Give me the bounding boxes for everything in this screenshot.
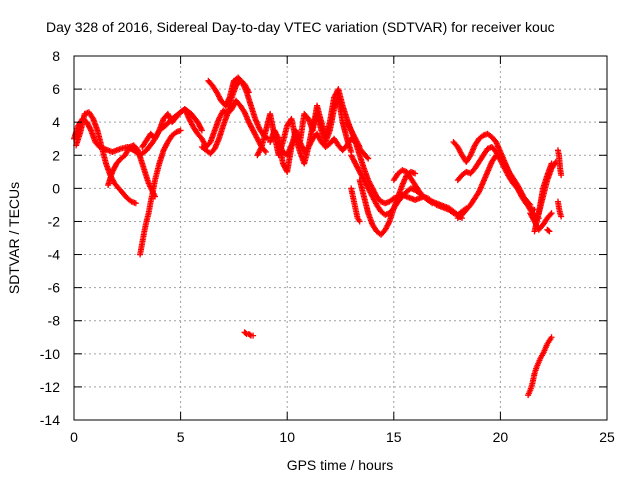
data-point-trail (242, 330, 249, 337)
data-point-trail (545, 227, 552, 234)
data-point (250, 332, 257, 339)
x-tick-label: 5 (177, 429, 185, 445)
data-point-trail (547, 211, 554, 218)
data-series-arc-d (137, 127, 184, 258)
x-tick-label: 15 (386, 429, 402, 445)
y-tick-label: -6 (48, 280, 61, 296)
x-tick-label: 10 (279, 429, 295, 445)
data-point (356, 218, 363, 225)
data-series-arc-h (241, 329, 257, 339)
plot-frame (73, 55, 608, 421)
data-point (546, 228, 553, 235)
y-tick-label: -10 (40, 346, 60, 362)
data-series-arc-n (356, 168, 419, 238)
data-series-arc-v (535, 158, 559, 217)
y-tick-label: 2 (52, 147, 60, 163)
data-point (245, 89, 252, 96)
y-tick-label: -4 (48, 247, 61, 263)
data-point (548, 210, 555, 217)
y-tick-label: -14 (40, 412, 60, 428)
data-series-arc-w (554, 147, 565, 179)
x-tick-label: 25 (599, 429, 615, 445)
data-point (365, 155, 372, 162)
x-tick-label: 20 (493, 429, 509, 445)
y-tick-label: -12 (40, 379, 60, 395)
data-series-arc-x (554, 198, 565, 220)
data-layer (71, 74, 565, 399)
data-point (198, 127, 205, 134)
data-point-trail (364, 154, 371, 161)
data-point (548, 334, 555, 341)
y-tick-label: -2 (48, 213, 61, 229)
y-tick-label: 6 (52, 81, 60, 97)
data-series-arc-s (454, 152, 542, 222)
data-series-arc-z (525, 334, 555, 399)
x-axis-label: GPS time / hours (287, 457, 394, 473)
data-point (558, 213, 565, 220)
x-tick-label: 0 (70, 429, 78, 445)
data-point-trail (246, 331, 253, 338)
data-point (558, 172, 565, 179)
data-series-arc-y (544, 226, 553, 235)
y-axis-label: SDTVAR / TECUs (6, 182, 22, 294)
data-series-arc-g (198, 77, 252, 157)
data-point (177, 127, 184, 134)
y-tick-label: 8 (52, 48, 60, 64)
data-point (262, 148, 269, 155)
data-series-arc-o (390, 167, 466, 222)
data-point (412, 170, 419, 177)
y-tick-label: -8 (48, 313, 61, 329)
y-tick-label: 0 (52, 180, 60, 196)
data-point (132, 200, 139, 207)
data-series-arc-k (275, 130, 372, 162)
data-series-arc-c (105, 142, 159, 200)
tick-layer: 0 5 10 15 20 25 -14 -12 -10 -8 -6 -4 -2 0 2 4 6 8 (40, 48, 615, 445)
data-point-trail (261, 147, 268, 154)
y-tick-label: 4 (52, 114, 60, 130)
chart-title: Day 328 of 2016, Sidereal Day-to-day VTE… (46, 19, 555, 35)
data-series-arc-p (348, 185, 363, 225)
